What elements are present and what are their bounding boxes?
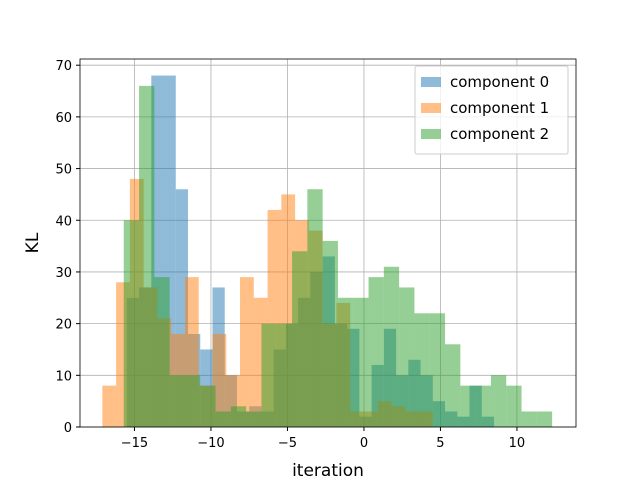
x-tick-label: 10	[509, 436, 526, 451]
legend-label: component 0	[450, 73, 549, 91]
legend-label: component 1	[450, 99, 549, 117]
bar	[322, 240, 338, 427]
y-tick-label: 0	[64, 421, 72, 436]
bar	[307, 189, 323, 427]
bar	[506, 385, 522, 427]
y-tick-label: 20	[55, 318, 72, 333]
bar	[200, 385, 216, 427]
bar	[490, 375, 507, 427]
plot-frame	[79, 58, 577, 428]
bar	[102, 385, 117, 427]
legend: component 0 component 1 component 2	[414, 65, 569, 155]
legend-label: component 2	[450, 125, 549, 143]
bar	[276, 323, 293, 427]
bar	[292, 251, 308, 427]
bar	[429, 313, 446, 427]
bar	[353, 297, 369, 427]
bar	[169, 375, 185, 427]
bar	[240, 277, 254, 427]
x-tick-label: −10	[197, 436, 224, 451]
x-tick-label: 5	[436, 436, 444, 451]
x-tick-label: −5	[278, 436, 297, 451]
y-tick-label: 40	[55, 214, 72, 229]
legend-swatch	[421, 103, 441, 113]
legend-swatch	[421, 129, 441, 139]
bar	[215, 411, 231, 427]
bar	[261, 323, 277, 427]
bar	[212, 333, 227, 427]
y-tick-label: 10	[55, 369, 72, 384]
y-tick-label: 70	[55, 59, 72, 74]
bar	[399, 287, 415, 427]
x-tick-label: −15	[121, 436, 148, 451]
bar	[414, 313, 430, 427]
y-tick-label: 30	[55, 266, 72, 281]
y-tick-label: 50	[55, 163, 72, 178]
bar	[445, 344, 461, 427]
bar	[536, 411, 553, 427]
bar	[139, 85, 155, 427]
legend-box	[414, 65, 569, 155]
bar	[521, 411, 537, 427]
bar	[246, 411, 262, 427]
bar	[154, 277, 170, 427]
bar	[337, 297, 354, 427]
bar	[475, 385, 491, 427]
x-axis-label: iteration	[292, 461, 364, 480]
bar	[368, 277, 384, 427]
legend-swatch	[421, 77, 441, 87]
y-axis-label: KL	[23, 232, 43, 253]
bar	[230, 406, 247, 427]
x-tick-label: 0	[360, 436, 368, 451]
bar	[383, 266, 400, 427]
bar	[123, 220, 140, 427]
y-tick-label: 60	[55, 111, 72, 126]
bar	[460, 385, 476, 427]
bar	[184, 375, 201, 427]
